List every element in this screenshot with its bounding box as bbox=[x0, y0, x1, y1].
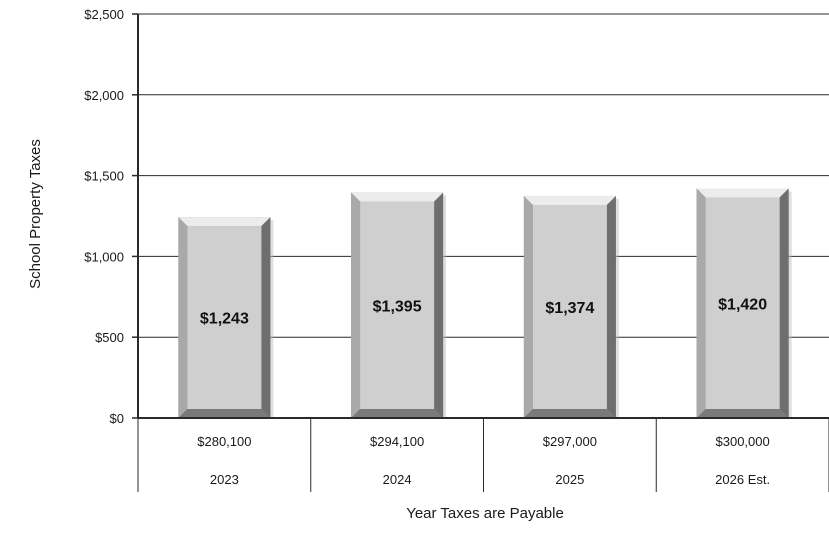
bar-bevel-top bbox=[178, 217, 271, 227]
y-tick-label: $1,500 bbox=[84, 169, 124, 184]
x-tick-label: 2026 Est. bbox=[715, 472, 770, 487]
bar-value-label: $1,243 bbox=[200, 311, 249, 328]
x-tick-label: 2025 bbox=[555, 472, 584, 487]
bar bbox=[523, 195, 619, 418]
category-value-label: $280,100 bbox=[197, 434, 251, 449]
bar-face bbox=[187, 226, 262, 409]
bar-bevel-right bbox=[606, 195, 616, 418]
bar-value-label: $1,374 bbox=[545, 300, 594, 317]
category-value-label: $297,000 bbox=[543, 434, 597, 449]
bar-bevel-left bbox=[523, 195, 533, 418]
y-tick-label: $0 bbox=[110, 411, 124, 426]
category-value-label: $300,000 bbox=[716, 434, 770, 449]
bar-bevel-right bbox=[261, 217, 271, 418]
axes: $0 $500 $1,000 $1,500 $2,000 $2,500 bbox=[84, 7, 829, 426]
x-tick-label: 2023 bbox=[210, 472, 239, 487]
bar-bevel-bottom bbox=[523, 409, 616, 418]
x-axis-title: Year Taxes are Payable bbox=[406, 505, 564, 522]
bar-face bbox=[360, 201, 435, 409]
x-tick-label: 2024 bbox=[383, 472, 412, 487]
y-tick-label: $500 bbox=[95, 330, 124, 345]
bar-bevel-right bbox=[434, 192, 444, 418]
bar-bevel-bottom bbox=[178, 409, 271, 418]
y-tick-label: $2,500 bbox=[84, 7, 124, 22]
bar-face bbox=[532, 204, 607, 409]
bar-bevel-left bbox=[351, 192, 361, 418]
y-axis-title: School Property Taxes bbox=[27, 139, 44, 289]
bar-bevel-bottom bbox=[351, 409, 444, 418]
bar bbox=[351, 192, 447, 418]
bar bbox=[696, 188, 792, 418]
y-tick-label: $1,000 bbox=[84, 249, 124, 264]
bar-bevel-top bbox=[351, 192, 444, 202]
bar bbox=[178, 217, 274, 418]
bar-bevel-left bbox=[178, 217, 188, 418]
bar-bevel-top bbox=[523, 195, 616, 205]
bars: $1,243 $1,395 $1,374 $1,420 bbox=[178, 188, 792, 418]
bar-face bbox=[705, 197, 780, 409]
bar-bevel-right bbox=[779, 188, 789, 418]
category-value-label: $294,100 bbox=[370, 434, 424, 449]
bar-value-label: $1,395 bbox=[373, 298, 422, 315]
category-table: $280,100 2023 $294,100 2024 $297,000 2025 $300… bbox=[137, 418, 829, 492]
y-tick-label: $2,000 bbox=[84, 88, 124, 103]
bar-bevel-bottom bbox=[696, 409, 789, 418]
bar-value-label: $1,420 bbox=[718, 296, 767, 313]
bar-bevel-top bbox=[696, 188, 789, 198]
bar-bevel-left bbox=[696, 188, 706, 418]
